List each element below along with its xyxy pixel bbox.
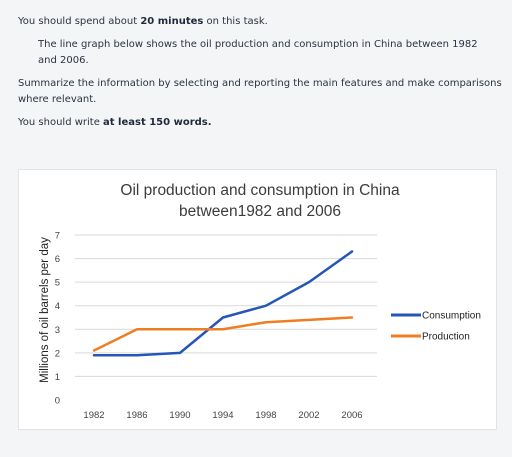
y-tick-label: 0 xyxy=(55,396,60,407)
time-bold: 20 minutes xyxy=(140,16,204,27)
y-tick-label: 2 xyxy=(55,348,60,359)
series-lines xyxy=(92,250,354,357)
x-tick-label: 1982 xyxy=(83,410,104,421)
words-text-pre: You should write xyxy=(18,117,104,128)
task-summary-instruction: Summarize the information by selecting a… xyxy=(18,78,502,105)
time-text-post: on this task. xyxy=(203,16,268,27)
task-prompt: The line graph below shows the oil produ… xyxy=(38,39,478,66)
x-tick-label: 1998 xyxy=(255,410,276,421)
legend-label-production: Production xyxy=(422,332,470,343)
y-tick-labels: 0 1 2 3 4 5 6 7 xyxy=(55,231,60,407)
chart-title-line2: between1982 and 2006 xyxy=(179,203,341,220)
y-tick-label: 3 xyxy=(55,325,60,336)
chart-card: Oil production and consumption in China … xyxy=(18,169,497,430)
x-tick-label: 2002 xyxy=(298,410,319,421)
line-chart: Oil production and consumption in China … xyxy=(39,182,481,421)
y-tick-label: 4 xyxy=(55,301,60,312)
time-text-pre: You should spend about xyxy=(18,16,141,27)
series-line-consumption xyxy=(92,250,354,357)
y-tick-label: 5 xyxy=(55,278,60,289)
y-tick-label: 7 xyxy=(55,231,60,242)
y-tick-label: 1 xyxy=(55,372,60,383)
x-tick-label: 1990 xyxy=(169,410,190,421)
x-tick-label: 1986 xyxy=(126,410,147,421)
time-instruction: You should spend about 20 minutes on thi… xyxy=(18,14,504,30)
chart-title-line1: Oil production and consumption in China xyxy=(120,182,400,199)
x-tick-labels: 1982 1986 1990 1994 1998 2002 2006 xyxy=(83,410,362,421)
word-count-instruction: You should write at least 150 words. xyxy=(18,115,504,131)
y-tick-label: 6 xyxy=(55,254,60,265)
task-instructions: You should spend about 20 minutes on thi… xyxy=(18,14,504,131)
y-axis-label: Millions of oil barrels per day xyxy=(39,237,51,383)
x-tick-label: 1994 xyxy=(212,410,233,421)
x-tick-label: 2006 xyxy=(341,410,362,421)
legend: Consumption Production xyxy=(391,311,481,343)
words-bold: at least 150 words. xyxy=(103,117,212,128)
legend-label-consumption: Consumption xyxy=(422,311,481,322)
series-line-production xyxy=(92,316,354,352)
